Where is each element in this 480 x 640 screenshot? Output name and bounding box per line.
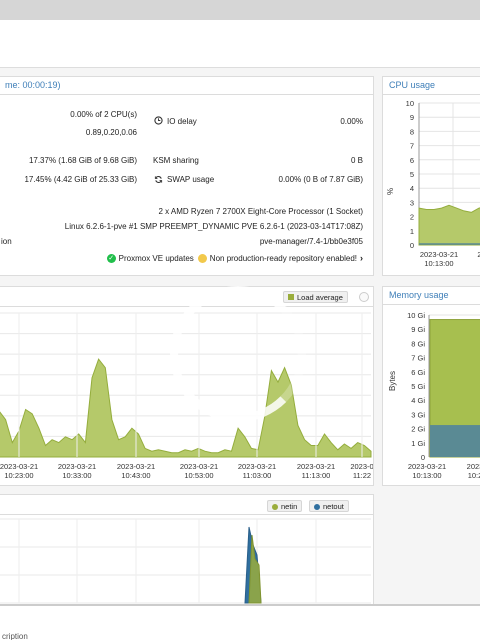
netout-legend-label: netout <box>323 502 344 511</box>
refresh-icon <box>154 175 163 186</box>
network-traffic-panel: netin netout <box>0 494 374 606</box>
load-x-tick-time: 11:13:00 <box>302 471 331 480</box>
hd-usage-value: 17.45% (4.42 GiB of 25.33 GiB) <box>24 175 137 184</box>
repository-label: Non production-ready repository enabled! <box>209 253 357 263</box>
cpu-y-tick: 4 <box>410 184 414 193</box>
status-panel-title: me: 00:00:19) <box>0 77 373 95</box>
memory-y-tick: 3 Gi <box>411 410 425 419</box>
load-x-tick-date: 2023-03-21 <box>58 462 96 471</box>
memory-y-tick: 4 Gi <box>411 396 425 405</box>
ksm-value: 0 B <box>350 156 363 165</box>
collapse-tool-button[interactable] <box>359 292 369 302</box>
load-average-legend[interactable]: Load average <box>283 291 348 303</box>
load-average-value: 0.89,0.20,0.06 <box>85 128 137 137</box>
ksm-label: KSM sharing <box>153 156 199 165</box>
memory-x-tick-time: 10:2 <box>468 471 480 480</box>
memory-y-tick: 8 Gi <box>411 339 425 348</box>
status-panel: me: 00:00:19) 0.00% of 2 CPU(s) IO delay… <box>0 76 374 276</box>
netin-legend-label: netin <box>281 502 298 511</box>
description-label: cription <box>2 632 28 640</box>
content-header <box>0 20 480 68</box>
io-delay-value: 0.00% <box>340 117 363 126</box>
load-average-legend-label: Load average <box>297 293 343 302</box>
load-x-tick-date: 2023-03-21 <box>297 462 335 471</box>
kernel-version-value: Linux 6.2.6-1-pve #1 SMP PREEMPT_DYNAMIC… <box>64 222 363 231</box>
netin-legend[interactable]: netin <box>267 500 303 512</box>
cpu-y-tick: 10 <box>406 99 414 108</box>
version-label: ion <box>1 237 12 246</box>
swap-label: SWAP usage <box>167 175 215 184</box>
cpu-y-tick: 1 <box>410 227 414 236</box>
memory-x-tick-time: 10:13:00 <box>412 471 441 480</box>
cpu-x-tick-date: 2023-03-21 <box>420 250 458 259</box>
cpu-x-tick-date: 2023- <box>477 250 480 259</box>
chevron-right-icon: › <box>360 253 363 263</box>
cpu-y-tick: 7 <box>410 142 414 151</box>
netin-legend-dot-icon <box>272 504 278 510</box>
cpu-usage-area <box>418 204 480 246</box>
cpu-y-axis-label: % <box>386 188 395 195</box>
manager-version-value: pve-manager/7.4-1/bb0e3f05 <box>259 237 363 246</box>
network-traffic-chart <box>0 518 371 604</box>
memory-usage-panel: Memory usage Bytes 10 Gi 9 Gi 8 Gi 7 Gi 6 Gi… <box>382 286 480 486</box>
clock-icon <box>154 116 163 127</box>
load-x-tick-time: 10:53:00 <box>184 471 213 480</box>
check-circle-icon: ✓ <box>106 253 116 263</box>
cpu-usage-panel: CPU usage % 10 9 8 7 6 5 4 3 2 1 0 2023-03-21 10:13:… <box>382 76 480 276</box>
load-x-tick-date: 2023-03-21 <box>0 462 38 471</box>
cpu-x-tick-time: 10:13:00 <box>424 259 453 268</box>
swap-value: 0.00% (0 B of 7.87 GiB) <box>278 175 364 184</box>
memory-y-tick: 6 Gi <box>411 368 425 377</box>
load-x-tick-time: 11:22 <box>353 471 371 480</box>
ram-usage-value: 17.37% (1.68 GiB of 9.68 GiB) <box>28 156 137 165</box>
netin-spike <box>248 534 262 604</box>
memory-y-tick: 9 Gi <box>411 325 425 334</box>
cpu-usage-title: CPU usage <box>383 77 480 95</box>
load-x-tick-time: 11:03:00 <box>243 471 272 480</box>
netout-legend[interactable]: netout <box>309 500 349 512</box>
memory-x-tick-date: 2023 <box>467 462 480 471</box>
cpu-model-value: 2 x AMD Ryzen 7 2700X Eight-Core Process… <box>158 207 363 216</box>
load-x-tick-time: 10:33:00 <box>62 471 91 480</box>
bottom-panel: cription <box>0 604 480 640</box>
load-x-tick-date: 2023-0 <box>350 462 373 471</box>
load-x-tick-time: 10:23:00 <box>4 471 33 480</box>
cpu-y-tick: 0 <box>410 241 414 250</box>
memory-y-tick: 7 Gi <box>411 354 425 363</box>
memory-usage-chart: Bytes 10 Gi 9 Gi 8 Gi 7 Gi 6 Gi 5 Gi 4 Gi 3 Gi 2… <box>388 311 480 480</box>
legend-swatch-icon <box>288 294 294 300</box>
updates-label: Proxmox VE updates <box>118 253 194 263</box>
repository-status[interactable]: ✓ Proxmox VE updates Non production-read… <box>106 253 363 263</box>
memory-y-tick: 1 Gi <box>411 439 425 448</box>
memory-y-tick: 5 Gi <box>411 382 425 391</box>
cpu-y-tick: 6 <box>410 156 414 165</box>
load-x-tick-date: 2023-03-21 <box>238 462 276 471</box>
load-x-tick-date: 2023-03-21 <box>117 462 155 471</box>
loading-spinner-icon <box>170 286 306 422</box>
memory-usage-title: Memory usage <box>383 287 480 305</box>
memory-x-tick-date: 2023-03-21 <box>408 462 446 471</box>
load-x-tick-time: 10:43:00 <box>121 471 150 480</box>
memory-y-tick: 2 Gi <box>411 425 425 434</box>
memory-y-tick: 10 Gi <box>407 311 425 320</box>
cpu-y-tick: 2 <box>410 213 414 222</box>
netout-legend-dot-icon <box>314 504 320 510</box>
memory-y-tick: 0 <box>421 453 425 462</box>
cpu-y-tick: 3 <box>410 198 414 207</box>
cpu-usage-value: 0.00% of 2 CPU(s) <box>70 110 137 119</box>
cpu-y-tick: 8 <box>410 127 414 136</box>
memory-y-axis-label: Bytes <box>388 371 397 391</box>
top-toolbar <box>0 0 480 20</box>
cpu-y-tick: 5 <box>410 170 414 179</box>
load-x-tick-date: 2023-03-21 <box>180 462 218 471</box>
io-delay-label: IO delay <box>167 117 197 126</box>
warning-circle-icon <box>197 253 207 263</box>
cpu-usage-chart: % 1098765432102023-03-2110:13:002023-10:… <box>386 99 480 268</box>
cpu-y-tick: 9 <box>410 113 414 122</box>
memory-used-area <box>430 425 480 457</box>
